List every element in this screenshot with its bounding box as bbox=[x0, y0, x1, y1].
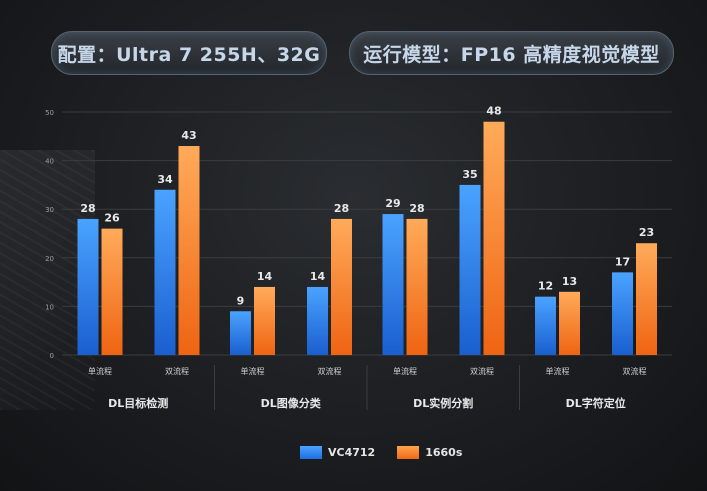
legend-swatch-blue bbox=[300, 446, 322, 459]
data-label: 29 bbox=[385, 197, 400, 210]
legend-label-vc4712: VC4712 bbox=[328, 446, 376, 459]
data-label: 26 bbox=[104, 212, 120, 225]
y-tick-label: 40 bbox=[45, 158, 54, 166]
bar-vc4712 bbox=[230, 311, 251, 355]
data-label: 13 bbox=[562, 275, 577, 288]
legend-label-1660s: 1660s bbox=[425, 446, 463, 459]
x-group-label: DL实例分割 bbox=[413, 396, 473, 410]
config-label: 配置：Ultra 7 255H、32G bbox=[57, 43, 321, 66]
data-label: 9 bbox=[237, 294, 245, 307]
x-group-label: DL图像分类 bbox=[261, 396, 322, 410]
chart-legend: VC4712 1660s bbox=[300, 446, 484, 459]
bar-vc4712 bbox=[382, 214, 404, 355]
bar-1660s bbox=[178, 146, 200, 355]
data-label: 34 bbox=[157, 173, 173, 186]
bar-1660s bbox=[559, 291, 580, 355]
y-tick-label: 50 bbox=[45, 109, 54, 117]
x-subcategory-label: 双流程 bbox=[318, 366, 342, 376]
bar-vc4712 bbox=[459, 184, 481, 355]
bar-1660s bbox=[406, 218, 428, 355]
data-label: 12 bbox=[538, 280, 553, 293]
legend-item-vc4712: VC4712 bbox=[300, 446, 375, 459]
bar-vc4712 bbox=[77, 218, 99, 355]
x-subcategory-label: 单流程 bbox=[393, 366, 417, 376]
config-banner: 配置：Ultra 7 255H、32G bbox=[51, 31, 327, 75]
data-label: 14 bbox=[310, 270, 326, 283]
y-tick-label: 30 bbox=[45, 206, 54, 214]
bar-1660s bbox=[483, 121, 505, 355]
data-label: 17 bbox=[615, 255, 630, 268]
data-label: 28 bbox=[409, 202, 424, 215]
data-label: 23 bbox=[639, 226, 654, 239]
bar-1660s bbox=[636, 243, 657, 355]
data-label: 35 bbox=[462, 168, 477, 181]
x-group-label: DL目标检测 bbox=[108, 396, 168, 410]
bar-vc4712 bbox=[535, 296, 556, 355]
model-label: 运行模型：FP16 高精度视觉模型 bbox=[363, 43, 660, 66]
y-tick-label: 20 bbox=[45, 255, 54, 263]
model-banner: 运行模型：FP16 高精度视觉模型 bbox=[349, 31, 674, 75]
x-subcategory-label: 单流程 bbox=[546, 366, 570, 376]
bar-vc4712 bbox=[154, 189, 176, 355]
y-tick-label: 0 bbox=[50, 352, 54, 360]
data-label: 43 bbox=[181, 129, 196, 142]
x-group-label: DL字符定位 bbox=[566, 396, 626, 410]
x-subcategory-label: 单流程 bbox=[88, 366, 112, 376]
x-subcategory-label: 单流程 bbox=[241, 366, 265, 376]
x-subcategory-label: 双流程 bbox=[623, 366, 647, 376]
bar-vc4712 bbox=[307, 286, 328, 355]
data-label: 28 bbox=[80, 202, 95, 215]
x-subcategory-label: 双流程 bbox=[470, 366, 494, 376]
data-label: 28 bbox=[334, 202, 349, 215]
bar-1660s bbox=[331, 218, 352, 355]
legend-item-1660s: 1660s bbox=[397, 446, 462, 459]
y-tick-label: 10 bbox=[45, 303, 54, 311]
x-subcategory-label: 双流程 bbox=[165, 366, 189, 376]
bar-1660s bbox=[101, 228, 123, 355]
bar-vc4712 bbox=[612, 272, 633, 355]
data-label: 14 bbox=[257, 270, 273, 283]
data-label: 48 bbox=[486, 105, 501, 118]
legend-swatch-orange bbox=[397, 446, 420, 459]
bar-1660s bbox=[254, 286, 275, 355]
